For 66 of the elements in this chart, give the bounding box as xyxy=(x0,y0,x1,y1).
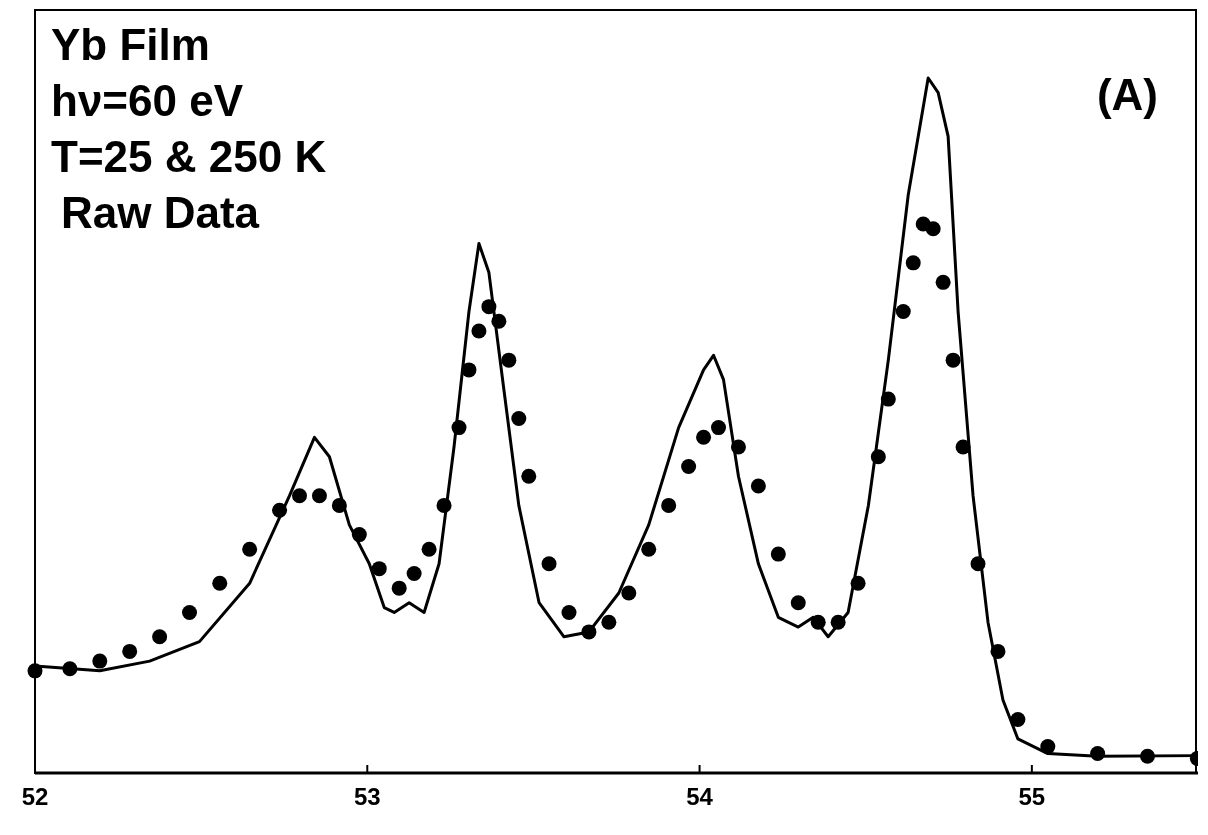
point xyxy=(27,663,43,679)
x-tick-label: 55 xyxy=(1018,783,1046,810)
annotation: T=25 & 250 K xyxy=(51,132,327,181)
point xyxy=(895,304,911,320)
point xyxy=(521,468,537,484)
point xyxy=(471,323,487,339)
x-tick-label: 54 xyxy=(686,783,714,810)
point xyxy=(990,643,1006,659)
point xyxy=(391,580,407,596)
point xyxy=(1040,739,1056,755)
point xyxy=(491,313,507,329)
point xyxy=(511,411,527,427)
point xyxy=(770,546,786,562)
point xyxy=(750,478,766,494)
point xyxy=(351,527,367,543)
point xyxy=(945,352,961,368)
point xyxy=(421,541,437,557)
point xyxy=(561,604,577,620)
point xyxy=(601,614,617,630)
point xyxy=(541,556,557,572)
point xyxy=(292,488,307,504)
annotation: hν=60 eV xyxy=(51,76,244,125)
point xyxy=(581,624,597,640)
point xyxy=(955,439,971,455)
point xyxy=(62,661,78,677)
point xyxy=(970,556,986,572)
point xyxy=(371,561,387,577)
point xyxy=(212,575,228,591)
point xyxy=(436,497,452,513)
point xyxy=(810,614,826,630)
point xyxy=(311,488,327,504)
point xyxy=(501,352,517,368)
annotation: Raw Data xyxy=(61,188,260,237)
point xyxy=(870,449,886,465)
annotation: (A) xyxy=(1096,70,1158,119)
point xyxy=(1010,711,1026,727)
point xyxy=(152,629,168,645)
point xyxy=(451,420,467,436)
point xyxy=(790,595,806,611)
point xyxy=(621,585,637,601)
point xyxy=(905,255,921,271)
point xyxy=(711,420,727,436)
point xyxy=(406,566,422,582)
x-tick-label: 53 xyxy=(353,783,381,810)
text: Yb Film xyxy=(51,20,210,69)
point xyxy=(661,497,677,513)
point xyxy=(850,575,866,591)
point xyxy=(1139,748,1155,764)
point xyxy=(481,299,497,315)
point xyxy=(696,429,712,445)
point xyxy=(272,502,288,518)
point xyxy=(880,391,896,407)
x-tick-label: 52 xyxy=(21,783,49,810)
point xyxy=(92,653,108,669)
point xyxy=(641,541,657,557)
point xyxy=(242,541,258,557)
point xyxy=(681,459,697,475)
point xyxy=(730,439,746,455)
point xyxy=(182,604,198,620)
point xyxy=(461,362,477,378)
point xyxy=(925,221,941,237)
point xyxy=(122,643,138,659)
point xyxy=(1090,746,1106,762)
point xyxy=(331,497,347,513)
point xyxy=(935,274,951,290)
point xyxy=(830,614,846,630)
